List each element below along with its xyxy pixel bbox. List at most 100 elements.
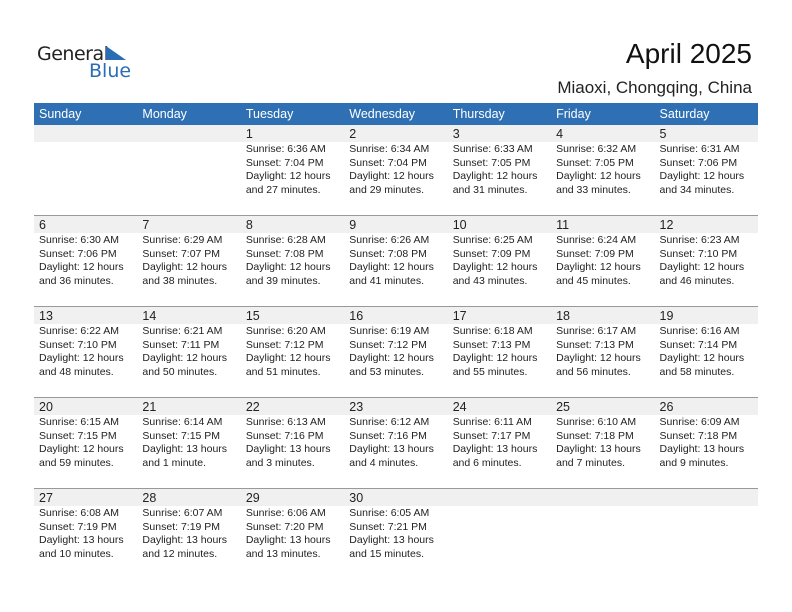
daylight-minutes: and 34 minutes. (659, 183, 735, 196)
day-number: 4 (556, 127, 564, 141)
daylight-minutes: and 4 minutes. (349, 456, 419, 469)
sunset: Sunset: 7:15 PM (142, 429, 221, 442)
sunrise: Sunrise: 6:24 AM (556, 234, 637, 246)
daylight: Daylight: 12 hours (349, 352, 434, 364)
day-number: 25 (556, 400, 571, 414)
weekday-friday: Friday (556, 107, 591, 121)
day-cell: 28 Sunrise: 6:07 AM Sunset: 7:19 PM Dayl… (137, 489, 240, 561)
day-cell: 18 Sunrise: 6:17 AM Sunset: 7:13 PM Dayl… (551, 307, 654, 379)
sunrise: Sunrise: 6:08 AM (39, 507, 119, 519)
location: Miaoxi, Chongqing, China (557, 78, 752, 97)
weekday-thursday: Thursday (452, 107, 505, 121)
daylight: Daylight: 12 hours (39, 261, 124, 273)
day-number: 8 (245, 218, 253, 232)
sunset: Sunset: 7:08 PM (349, 247, 427, 260)
day-cell (551, 489, 654, 561)
day-cell: 26 Sunrise: 6:09 AM Sunset: 7:18 PM Dayl… (655, 398, 758, 470)
day-cell: 5 Sunrise: 6:31 AM Sunset: 7:06 PM Dayli… (655, 125, 758, 197)
day-cell: 1 Sunrise: 6:36 AM Sunset: 7:04 PM Dayli… (241, 125, 344, 197)
day-number: 30 (349, 491, 364, 505)
daylight-minutes: and 43 minutes. (452, 274, 528, 287)
weekday-sunday: Sunday (39, 107, 82, 121)
daylight-minutes: and 59 minutes. (39, 456, 114, 469)
day-cell: 25 Sunrise: 6:10 AM Sunset: 7:18 PM Dayl… (551, 398, 654, 470)
day-number: 13 (39, 309, 53, 323)
daylight-minutes: and 29 minutes. (349, 183, 424, 196)
day-cell: 16 Sunrise: 6:19 AM Sunset: 7:12 PM Dayl… (344, 307, 447, 379)
daylight-minutes: and 53 minutes. (349, 365, 424, 378)
daylight: Daylight: 13 hours (245, 443, 331, 455)
daylight-minutes: and 58 minutes. (659, 365, 735, 378)
date-band (34, 125, 758, 142)
daylight-minutes: and 3 minutes. (245, 456, 315, 469)
sunrise: Sunrise: 6:26 AM (349, 234, 430, 246)
sunset: Sunset: 7:21 PM (349, 520, 427, 533)
sunrise: Sunrise: 6:32 AM (556, 143, 637, 155)
sunset: Sunset: 7:05 PM (452, 156, 531, 169)
calendar: Sunday Monday Tuesday Wednesday Thursday Frid… (34, 103, 758, 579)
day-cell: 19 Sunrise: 6:16 AM Sunset: 7:14 PM Dayl… (655, 307, 758, 379)
daylight: Daylight: 12 hours (142, 261, 228, 273)
sunset: Sunset: 7:08 PM (245, 247, 324, 260)
sunset: Sunset: 7:19 PM (39, 520, 117, 533)
week-row: 13 Sunrise: 6:22 AM Sunset: 7:10 PM Dayl… (34, 306, 758, 397)
daylight: Daylight: 12 hours (659, 352, 745, 364)
daylight: Daylight: 12 hours (452, 261, 538, 273)
sunset: Sunset: 7:09 PM (556, 247, 634, 260)
weekday-header: Sunday Monday Tuesday Wednesday Thursday Frid… (34, 103, 758, 125)
day-cell: 11 Sunrise: 6:24 AM Sunset: 7:09 PM Dayl… (551, 216, 654, 288)
daylight: Daylight: 12 hours (245, 261, 331, 273)
sunset: Sunset: 7:16 PM (245, 429, 324, 442)
daylight-minutes: and 39 minutes. (245, 274, 321, 287)
daylight: Daylight: 12 hours (556, 170, 641, 182)
sunset: Sunset: 7:15 PM (39, 429, 117, 442)
daylight-minutes: and 45 minutes. (556, 274, 631, 287)
daylight-minutes: and 1 minute. (142, 456, 207, 469)
logo-general: General (37, 43, 109, 65)
daylight-minutes: and 51 minutes. (245, 365, 321, 378)
daylight-minutes: and 9 minutes. (659, 456, 729, 469)
sunrise: Sunrise: 6:06 AM (245, 507, 326, 519)
day-cell: 13 Sunrise: 6:22 AM Sunset: 7:10 PM Dayl… (34, 307, 137, 379)
day-number: 6 (39, 218, 46, 232)
daylight-minutes: and 56 minutes. (556, 365, 631, 378)
sunrise: Sunrise: 6:33 AM (452, 143, 533, 155)
day-cell: 30 Sunrise: 6:05 AM Sunset: 7:21 PM Dayl… (344, 489, 447, 561)
day-number: 26 (659, 400, 674, 414)
daylight: Daylight: 13 hours (556, 443, 641, 455)
sunset: Sunset: 7:13 PM (556, 338, 634, 351)
daylight-minutes: and 38 minutes. (142, 274, 218, 287)
day-cell (655, 489, 758, 561)
page-title: April 2025 (625, 38, 752, 69)
daylight-minutes: and 27 minutes. (245, 183, 321, 196)
day-cell: 15 Sunrise: 6:20 AM Sunset: 7:12 PM Dayl… (241, 307, 344, 379)
day-cell: 22 Sunrise: 6:13 AM Sunset: 7:16 PM Dayl… (241, 398, 344, 470)
day-cell: 21 Sunrise: 6:14 AM Sunset: 7:15 PM Dayl… (137, 398, 240, 470)
sunset: Sunset: 7:12 PM (349, 338, 427, 351)
daylight-minutes: and 10 minutes. (39, 547, 114, 560)
daylight: Daylight: 13 hours (142, 534, 228, 546)
daylight-minutes: and 55 minutes. (452, 365, 528, 378)
sunset: Sunset: 7:13 PM (452, 338, 531, 351)
date-band (34, 398, 758, 415)
daylight-minutes: and 41 minutes. (349, 274, 424, 287)
daylight-minutes: and 12 minutes. (142, 547, 218, 560)
weekday-saturday: Saturday (659, 107, 710, 121)
sunrise: Sunrise: 6:16 AM (659, 325, 740, 337)
daylight-minutes: and 36 minutes. (39, 274, 114, 287)
sunrise: Sunrise: 6:13 AM (245, 416, 326, 428)
sunset: Sunset: 7:10 PM (39, 338, 117, 351)
sunrise: Sunrise: 6:30 AM (39, 234, 119, 246)
week-row: 27 Sunrise: 6:08 AM Sunset: 7:19 PM Dayl… (34, 488, 758, 579)
sunrise: Sunrise: 6:25 AM (452, 234, 533, 246)
day-cell: 14 Sunrise: 6:21 AM Sunset: 7:11 PM Dayl… (137, 307, 240, 379)
day-cell: 3 Sunrise: 6:33 AM Sunset: 7:05 PM Dayli… (448, 125, 551, 197)
sunrise: Sunrise: 6:10 AM (556, 416, 637, 428)
weekday-tuesday: Tuesday (245, 107, 294, 121)
day-cell: 17 Sunrise: 6:18 AM Sunset: 7:13 PM Dayl… (448, 307, 551, 379)
daylight: Daylight: 12 hours (245, 170, 331, 182)
day-cell: 29 Sunrise: 6:06 AM Sunset: 7:20 PM Dayl… (241, 489, 344, 561)
sunset: Sunset: 7:04 PM (349, 156, 427, 169)
day-number: 1 (245, 127, 253, 141)
day-cell: 2 Sunrise: 6:34 AM Sunset: 7:04 PM Dayli… (344, 125, 447, 197)
